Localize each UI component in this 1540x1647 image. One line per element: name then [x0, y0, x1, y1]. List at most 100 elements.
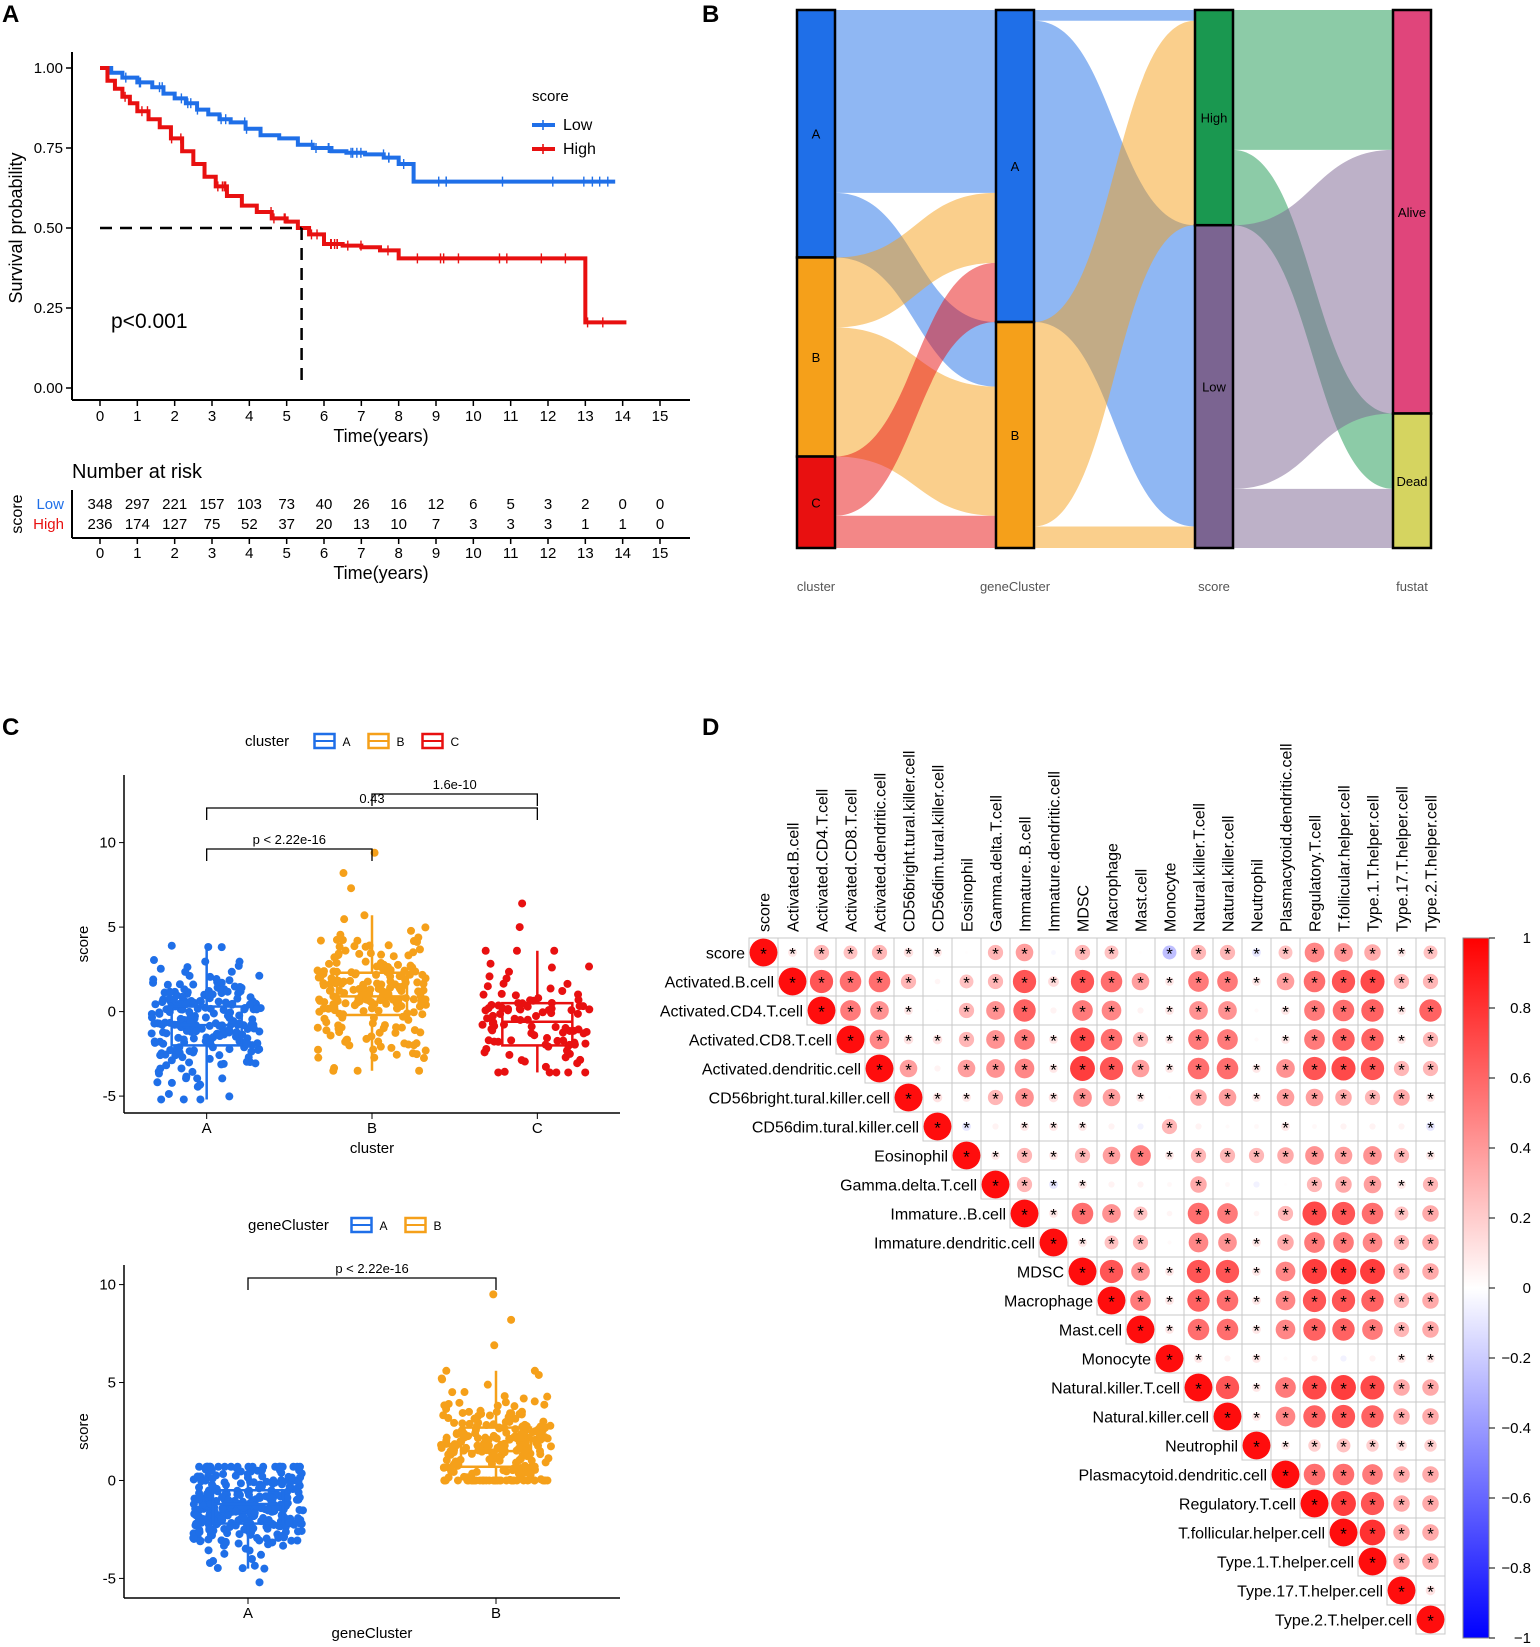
panel-label-c: C: [2, 714, 19, 741]
risk-count: 103: [237, 496, 262, 513]
risk-count: 3: [469, 516, 477, 533]
x-tick-label: 15: [652, 408, 669, 425]
correlation-circle: [1218, 1088, 1237, 1107]
correlation-circle: [987, 944, 1004, 961]
row-label: Activated.dendritic.cell: [702, 1062, 861, 1079]
data-point: [239, 1513, 248, 1522]
correlation-circle: [1165, 1151, 1174, 1160]
data-point: [287, 1473, 296, 1482]
significance-star: *: [1195, 1061, 1202, 1080]
correlation-circle: [1276, 1088, 1295, 1107]
correlation-circle: [1422, 1031, 1439, 1048]
data-point: [535, 1447, 544, 1456]
correlation-circle: [1013, 999, 1036, 1022]
colorbar-tick-label: −1: [1514, 1630, 1531, 1647]
significance-star: *: [1253, 1351, 1260, 1370]
data-point: [546, 1442, 555, 1451]
correlation-circle: [1275, 1290, 1296, 1311]
correlation-circle: [1422, 1263, 1439, 1280]
data-point: [219, 1470, 228, 1479]
significance-star: *: [1340, 1380, 1347, 1399]
significance-star: *: [1050, 1061, 1057, 1080]
data-point: [421, 995, 430, 1004]
row-label: Monocyte: [1082, 1352, 1151, 1369]
data-point: [251, 1059, 260, 1068]
data-point: [552, 1068, 561, 1077]
sankey-flow: [835, 327, 996, 516]
data-point: [374, 1006, 383, 1015]
significance-star: *: [1079, 1003, 1086, 1022]
data-point: [485, 1411, 494, 1420]
x-tick-label: 12: [540, 408, 557, 425]
data-point: [506, 1409, 515, 1418]
data-point: [499, 979, 508, 988]
correlation-circle: [1184, 1373, 1213, 1402]
significance-star: *: [1398, 1032, 1405, 1051]
data-point: [334, 1021, 343, 1030]
data-point: [150, 1037, 159, 1046]
y-axis-title: Survival probability: [6, 152, 26, 303]
correlation-circle: [1165, 1006, 1174, 1015]
data-point: [501, 1417, 510, 1426]
legend-label-low: Low: [563, 117, 593, 134]
correlation-circle: [1305, 1146, 1324, 1165]
significance-star: *: [1398, 1322, 1405, 1341]
data-point: [147, 1009, 156, 1018]
data-point: [485, 972, 494, 981]
data-point: [400, 1039, 409, 1048]
significance-star: *: [1050, 974, 1057, 993]
data-point: [149, 975, 158, 984]
correlation-circle: [1358, 1547, 1387, 1576]
correlation-circle: [1278, 945, 1293, 960]
data-point: [386, 983, 395, 992]
row-label: CD56bright.tural.killer.cell: [709, 1091, 890, 1108]
correlation-circle: [965, 951, 968, 954]
correlation-circle: [1329, 1518, 1358, 1547]
significance-star: *: [1340, 1293, 1347, 1312]
correlation-circle: [1416, 1605, 1445, 1634]
risk-x-tick-label: 13: [577, 545, 594, 562]
correlation-circle: [1331, 1056, 1356, 1081]
significance-star: *: [1137, 1293, 1144, 1312]
correlation-circle: [1397, 1035, 1406, 1044]
data-point: [414, 987, 423, 996]
significance-star: *: [1398, 1090, 1405, 1109]
significance-star: *: [1427, 1293, 1434, 1312]
risk-count: 5: [506, 496, 514, 513]
significance-star: *: [1311, 1264, 1318, 1283]
data-point: [313, 966, 322, 975]
significance-star: *: [1021, 1119, 1028, 1138]
risk-count: 75: [204, 516, 221, 533]
significance-star: *: [992, 945, 999, 964]
significance-star: *: [1427, 1583, 1434, 1602]
outlier-point: [339, 869, 348, 878]
data-point: [225, 1092, 234, 1101]
data-point: [495, 1456, 504, 1465]
correlation-circle: [1020, 1122, 1029, 1131]
significance-star: *: [1398, 1583, 1405, 1602]
colorbar-tick-label: 0.6: [1510, 1070, 1531, 1087]
significance-star: *: [1079, 1235, 1086, 1254]
significance-star: *: [1253, 1090, 1260, 1109]
correlation-circle: [1252, 1064, 1261, 1073]
correlation-circle: [1195, 1123, 1202, 1130]
data-point: [329, 1000, 338, 1009]
significance-star: *: [1166, 974, 1173, 993]
y-tick-label: -5: [103, 1570, 116, 1587]
data-point: [487, 1000, 496, 1009]
sankey-node: [795, 8, 837, 259]
data-point: [521, 1438, 530, 1447]
data-point: [193, 1074, 202, 1083]
data-point: [393, 960, 402, 969]
data-point: [377, 980, 386, 989]
risk-x-tick-label: 1: [133, 545, 141, 562]
heatmap-cell: [1386, 1169, 1417, 1200]
risk-x-tick-label: 12: [540, 545, 557, 562]
data-point: [260, 1564, 269, 1573]
data-point: [287, 1536, 296, 1545]
data-point: [215, 1051, 224, 1060]
data-point: [544, 1454, 553, 1463]
column-label: Type.1.T.helper.cell: [1366, 795, 1383, 932]
correlation-circle: [1224, 1355, 1231, 1362]
heatmap-cell: [1270, 1024, 1301, 1055]
